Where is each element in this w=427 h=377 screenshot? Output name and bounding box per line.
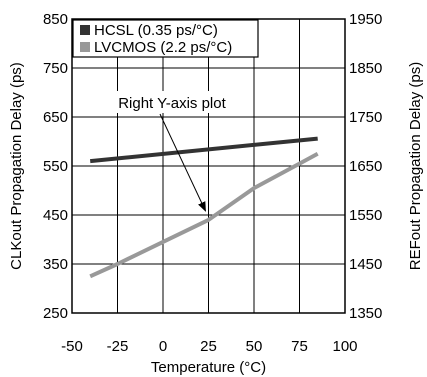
legend-entry-label: LVCMOS (2.2 ps/°C) — [94, 39, 232, 56]
y-left-tick-label: 250 — [43, 305, 68, 322]
x-tick-label: 100 — [332, 338, 357, 355]
y-axis-left-label: CLKout Propagation Delay (ps) — [8, 62, 25, 270]
tick-labels: -50 -25 0 25 50 75 100 850 750 650 550 450 350 250 195… — [43, 11, 382, 355]
y-left-tick-label: 850 — [43, 11, 68, 28]
legend-entry-label: HCSL (0.35 ps/°C) — [94, 22, 218, 39]
y-right-tick-label: 1750 — [349, 109, 382, 126]
y-right-tick-label: 1850 — [349, 60, 382, 77]
legend-swatch — [80, 42, 90, 52]
x-tick-label: 25 — [200, 338, 217, 355]
plot-frame — [71, 18, 346, 314]
x-axis-label: Temperature (°C) — [151, 359, 266, 376]
legend: HCSL (0.35 ps/°C)LVCMOS (2.2 ps/°C) — [72, 19, 259, 58]
y-left-tick-label: 350 — [43, 256, 68, 273]
y-right-tick-label: 1450 — [349, 256, 382, 273]
y-right-tick-label: 1350 — [349, 305, 382, 322]
annotation-bg — [102, 91, 242, 113]
y-right-tick-label: 1550 — [349, 207, 382, 224]
x-tick-label: 75 — [291, 338, 308, 355]
y-right-tick-label: 1950 — [349, 11, 382, 28]
legend-swatch — [80, 25, 90, 35]
x-tick-label: -50 — [61, 338, 83, 355]
y-axis-right-label: REFout Propagation Delay (ps) — [407, 62, 424, 270]
x-tick-label: 0 — [159, 338, 167, 355]
y-right-tick-label: 1650 — [349, 158, 382, 175]
legend-box — [72, 19, 259, 58]
x-tick-label: -25 — [107, 338, 129, 355]
y-left-tick-label: 450 — [43, 207, 68, 224]
y-left-tick-label: 750 — [43, 60, 68, 77]
grid-lines — [72, 19, 345, 313]
series-layer — [89, 136, 319, 279]
annotation-arrow — [159, 113, 206, 212]
annotation: Right Y-axis plot — [102, 91, 242, 212]
x-tick-label: 50 — [246, 338, 263, 355]
series-line-hcsl — [90, 136, 318, 164]
annotation-text: Right Y-axis plot — [118, 95, 226, 112]
y-left-tick-label: 550 — [43, 158, 68, 175]
y-left-tick-label: 650 — [43, 109, 68, 126]
series-line-lvcmos — [89, 152, 319, 279]
